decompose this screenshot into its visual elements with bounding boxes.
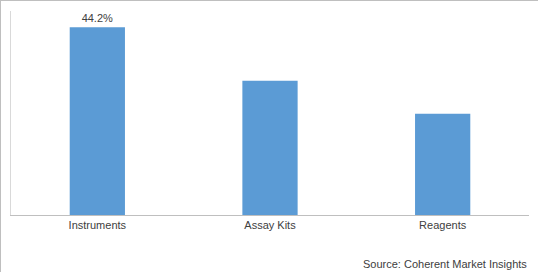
svg-text:Source: Coherent Market Insigh: Source: Coherent Market Insights	[363, 258, 527, 270]
svg-text:Instruments: Instruments	[69, 219, 127, 231]
svg-text:Reagents: Reagents	[419, 219, 467, 231]
svg-text:44.2%: 44.2%	[82, 12, 113, 24]
svg-text:Assay Kits: Assay Kits	[244, 219, 296, 231]
